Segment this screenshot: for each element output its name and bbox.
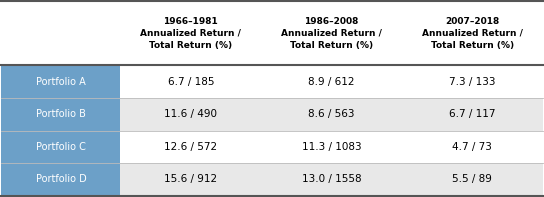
Bar [2, 98, 120, 131]
Text: Portfolio A: Portfolio A [36, 77, 86, 87]
Text: 8.9 / 612: 8.9 / 612 [308, 77, 355, 87]
Text: 7.3 / 133: 7.3 / 133 [449, 77, 496, 87]
Bar [120, 1, 261, 65]
Text: Portfolio C: Portfolio C [36, 142, 86, 152]
Text: 1966–1981
Annualized Return /
Total Return (%): 1966–1981 Annualized Return / Total Retu… [140, 17, 241, 50]
Text: 12.6 / 572: 12.6 / 572 [164, 142, 218, 152]
Bar [402, 98, 542, 131]
Bar [402, 131, 542, 163]
Bar [261, 1, 402, 65]
Bar [261, 98, 402, 131]
Bar [2, 131, 120, 163]
Bar [402, 163, 542, 196]
Text: 4.7 / 73: 4.7 / 73 [452, 142, 492, 152]
Bar [120, 131, 261, 163]
Bar [261, 65, 402, 98]
Bar [120, 163, 261, 196]
Text: 11.3 / 1083: 11.3 / 1083 [302, 142, 361, 152]
Bar [261, 163, 402, 196]
Bar [120, 65, 261, 98]
Text: 11.6 / 490: 11.6 / 490 [164, 109, 217, 119]
Text: Portfolio D: Portfolio D [35, 174, 86, 184]
Bar [2, 65, 120, 98]
Text: 15.6 / 912: 15.6 / 912 [164, 174, 218, 184]
Text: 6.7 / 117: 6.7 / 117 [449, 109, 496, 119]
Bar [261, 131, 402, 163]
Text: Portfolio B: Portfolio B [36, 109, 86, 119]
Text: 13.0 / 1558: 13.0 / 1558 [302, 174, 361, 184]
Text: 5.5 / 89: 5.5 / 89 [452, 174, 492, 184]
Text: 2007–2018
Annualized Return /
Total Return (%): 2007–2018 Annualized Return / Total Retu… [422, 17, 523, 50]
Bar [402, 1, 542, 65]
Text: 1986–2008
Annualized Return /
Total Return (%): 1986–2008 Annualized Return / Total Retu… [281, 17, 382, 50]
Bar [402, 65, 542, 98]
Bar [120, 98, 261, 131]
Bar [2, 163, 120, 196]
Text: 6.7 / 185: 6.7 / 185 [168, 77, 214, 87]
Bar [2, 1, 120, 65]
Text: 8.6 / 563: 8.6 / 563 [308, 109, 355, 119]
